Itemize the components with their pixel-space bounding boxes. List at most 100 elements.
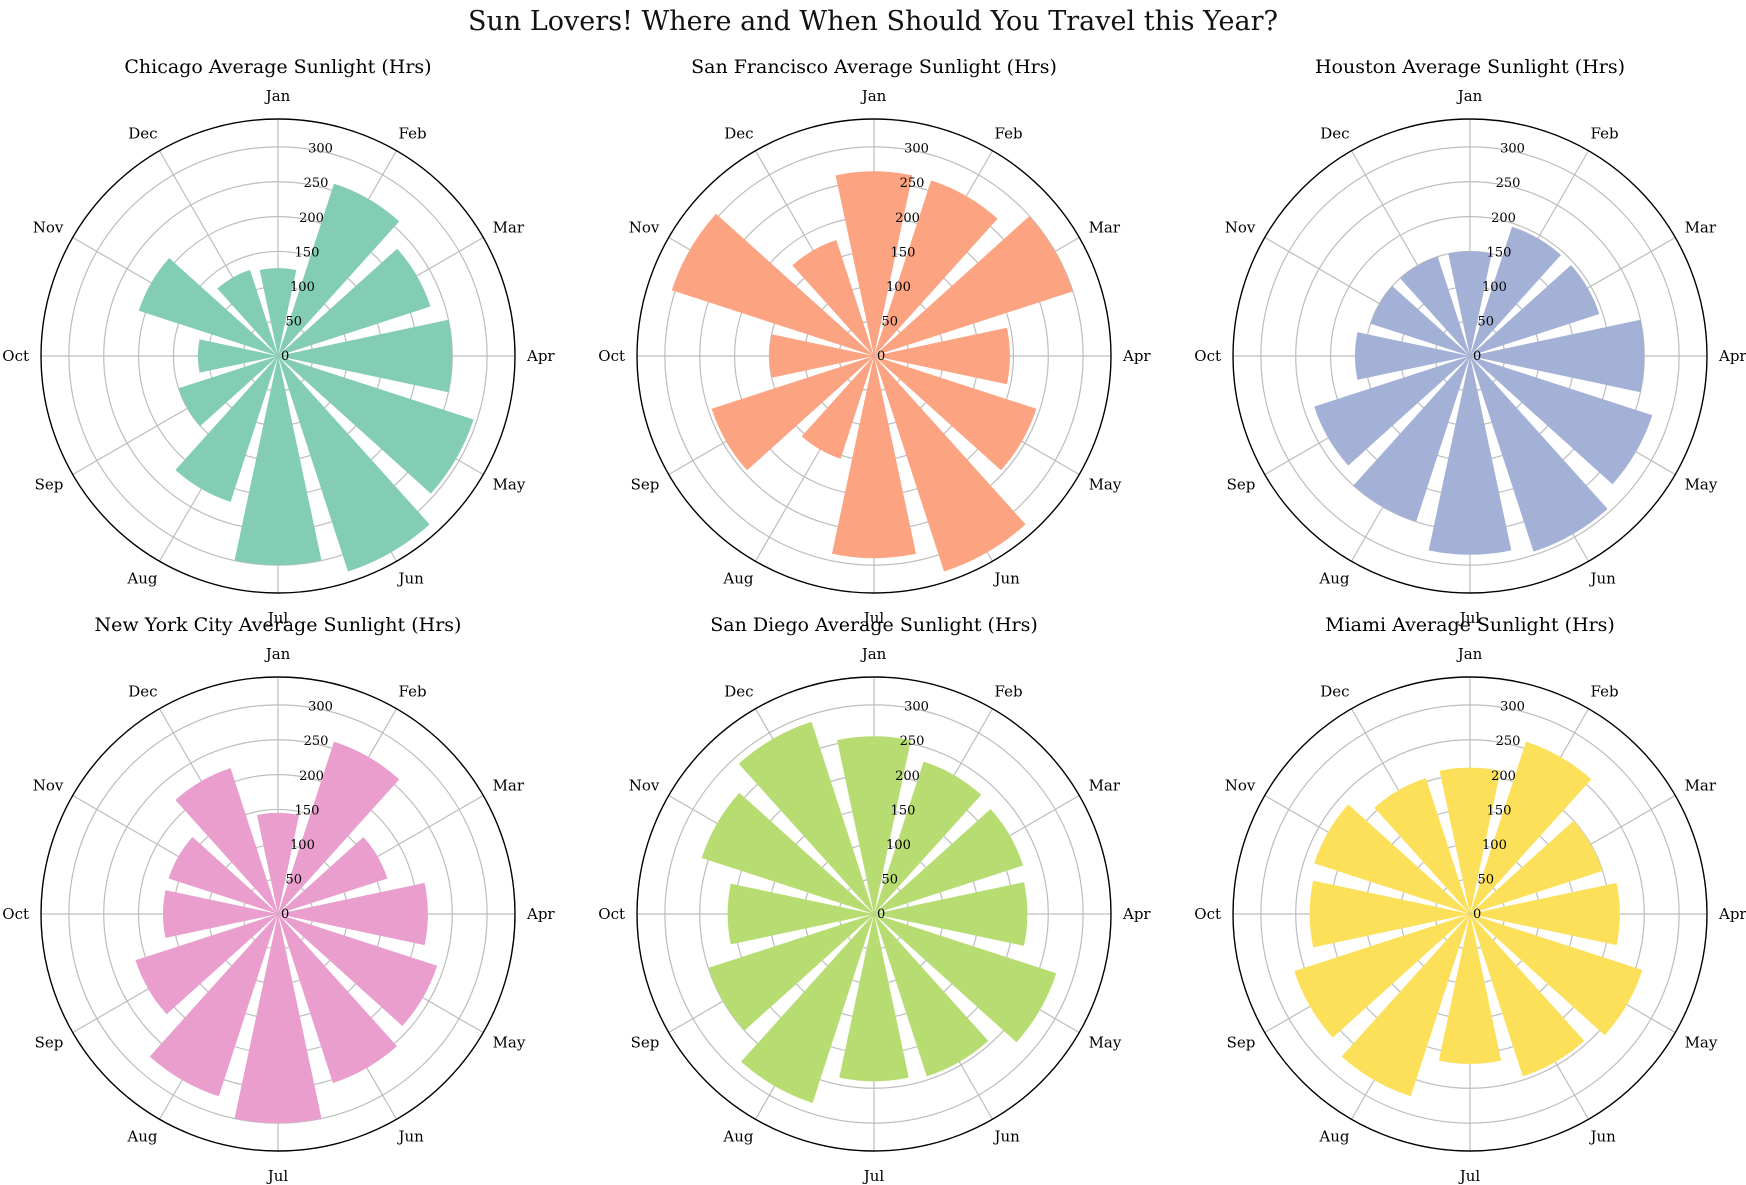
bar-nov — [1314, 804, 1470, 914]
bar-may — [874, 914, 1057, 1043]
radial-tick-label: 0 — [281, 349, 289, 364]
outer-circle — [636, 676, 1112, 1152]
month-label: Nov — [33, 777, 64, 795]
month-label: May — [493, 476, 526, 494]
bar-jun — [1470, 914, 1585, 1077]
bar-aug — [741, 914, 874, 1103]
bar-oct — [197, 339, 278, 373]
bar-sep — [1314, 356, 1470, 466]
bar-mar — [1470, 820, 1603, 914]
month-label: Jul — [266, 609, 289, 627]
month-label: Jul — [1458, 1167, 1481, 1185]
figure-title: Sun Lovers! Where and When Should You Tr… — [468, 6, 1278, 37]
radial-tick-label: 0 — [877, 907, 885, 922]
month-label: Oct — [598, 347, 625, 365]
bar-feb — [874, 180, 998, 356]
month-label: Apr — [526, 347, 555, 365]
bar-jun — [1470, 356, 1608, 552]
month-label: Sep — [631, 476, 660, 494]
month-label: Jun — [397, 1128, 425, 1146]
polar-chart-3: New York City Average Sunlight (Hrs) 0 50 1… — [2, 614, 555, 1185]
radial-tick-label: 300 — [904, 142, 929, 157]
month-label: Apr — [1718, 905, 1746, 923]
month-label: May — [1685, 476, 1718, 494]
bar-may — [278, 914, 438, 1026]
radial-tick-label: 300 — [308, 700, 333, 715]
bar-nov — [701, 792, 874, 914]
month-label: Sep — [1227, 1034, 1256, 1052]
month-label: Dec — [724, 682, 753, 700]
bar-aug — [1353, 356, 1470, 522]
radial-tick-label: 200 — [895, 769, 920, 784]
radial-tick-label: 150 — [891, 245, 916, 260]
month-label: Apr — [1122, 347, 1151, 365]
month-label: May — [1089, 476, 1122, 494]
bar-nov — [138, 258, 278, 356]
bar-jan — [835, 171, 913, 356]
polar-chart-5: Miami Average Sunlight (Hrs) 0 50 100 150 200… — [1194, 614, 1746, 1185]
month-label: Apr — [526, 905, 555, 923]
radial-tick-label: 300 — [308, 142, 333, 157]
month-label: Jul — [862, 1167, 885, 1185]
radial-tick-label: 150 — [295, 245, 320, 260]
month-label: Oct — [1194, 905, 1221, 923]
bar-apr — [874, 882, 1028, 946]
month-label: Jan — [1456, 87, 1483, 105]
chart-title: New York City Average Sunlight (Hrs) — [95, 614, 462, 636]
bar-oct — [162, 890, 278, 938]
radial-tick-label: 50 — [882, 314, 899, 329]
bar-apr — [874, 327, 1010, 385]
month-label: Oct — [598, 905, 625, 923]
outer-circle — [1232, 676, 1708, 1152]
radial-tick-label: 50 — [286, 314, 303, 329]
bar-dec — [738, 721, 874, 914]
chart-title: Houston Average Sunlight (Hrs) — [1315, 56, 1625, 78]
bar-oct — [1309, 880, 1470, 948]
month-label: Jan — [860, 87, 887, 105]
month-label: Jul — [266, 1167, 289, 1185]
month-label: Aug — [1318, 570, 1349, 588]
month-label: Jan — [264, 87, 291, 105]
bar-aug — [175, 356, 278, 502]
bar-feb — [1470, 741, 1592, 914]
radial-tick-label: 0 — [281, 907, 289, 922]
radial-tick-label: 100 — [886, 838, 911, 853]
month-label: Jun — [1589, 1128, 1617, 1146]
bar-jan — [259, 268, 297, 356]
month-label: Mar — [493, 219, 525, 237]
bar-feb — [278, 183, 400, 356]
radial-tick-label: 100 — [1482, 280, 1507, 295]
bar-jul — [234, 356, 322, 566]
month-label: Dec — [1320, 682, 1349, 700]
month-label: Nov — [1225, 219, 1256, 237]
month-label: Jan — [264, 645, 291, 663]
radial-tick-label: 150 — [1487, 245, 1512, 260]
month-label: Jun — [1589, 570, 1617, 588]
month-label: Mar — [493, 777, 525, 795]
polar-chart-2: Houston Average Sunlight (Hrs) 0 50 100 150 2… — [1194, 56, 1746, 627]
radial-tick-label: 250 — [1496, 734, 1521, 749]
month-label: Dec — [128, 124, 157, 142]
radial-tick-label: 0 — [1473, 349, 1481, 364]
radial-tick-label: 50 — [882, 872, 899, 887]
month-label: Jun — [993, 570, 1021, 588]
outer-circle — [1232, 118, 1708, 594]
outer-circle — [40, 118, 516, 594]
bar-feb — [278, 741, 400, 914]
bar-jun — [278, 356, 430, 572]
month-label: Mar — [1089, 777, 1121, 795]
bar-feb — [1470, 226, 1561, 356]
bar-jun — [874, 914, 989, 1077]
month-label: Nov — [629, 777, 660, 795]
bar-dec — [217, 269, 278, 356]
radial-tick-label: 150 — [1487, 803, 1512, 818]
radial-tick-label: 150 — [295, 803, 320, 818]
month-label: May — [1685, 1034, 1718, 1052]
month-label: Jan — [860, 645, 887, 663]
month-label: Oct — [2, 905, 29, 923]
bar-oct — [769, 334, 874, 378]
bar-jul — [831, 356, 917, 559]
bar-may — [874, 356, 1037, 471]
bar-aug — [1341, 914, 1470, 1097]
radial-tick-label: 300 — [904, 700, 929, 715]
